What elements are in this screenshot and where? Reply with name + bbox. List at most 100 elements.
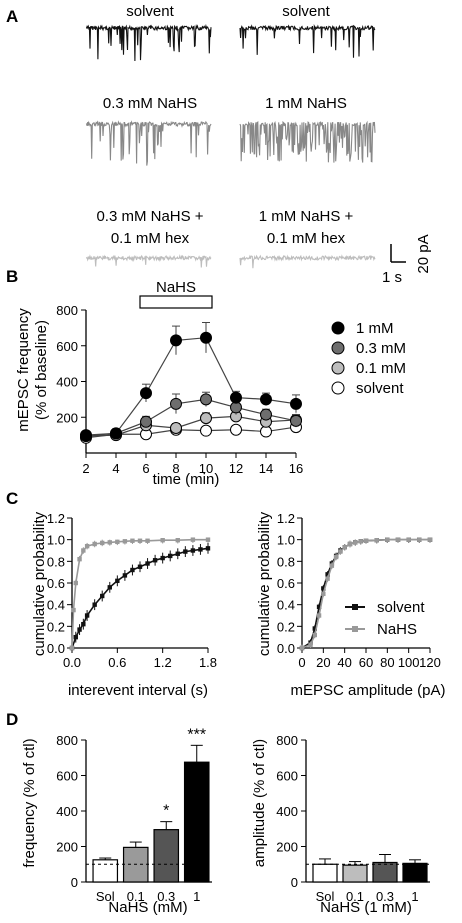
chart-c1-point — [190, 537, 196, 542]
chart-c1-point — [137, 538, 143, 543]
chart-c1-point — [160, 555, 165, 561]
chart-d2-ytick-label: 0 — [291, 875, 298, 890]
chart-d1-category-label: 0.1 — [127, 889, 145, 904]
trace-label-nahs-1: 1 mM NaHS — [265, 95, 347, 112]
chart-b-point — [230, 391, 242, 404]
chart-c1-point — [84, 543, 90, 549]
chart-d2-xlabel: NaHS (1 mM) — [320, 899, 412, 916]
chart-b-xtick-label: 16 — [289, 461, 303, 476]
chart-c1-point — [122, 539, 128, 544]
chart-b-legend-label: 0.1 mM — [356, 360, 406, 377]
chart-c1-series-line — [71, 538, 208, 649]
chart-c1-point — [175, 538, 180, 543]
chart-c2-point — [316, 604, 322, 610]
chart-b-point — [230, 423, 242, 436]
chart-d2-ytick-label: 400 — [276, 804, 298, 819]
chart-c1-point — [130, 567, 135, 573]
chart-c2-ytick-label: 0.0 — [277, 641, 295, 656]
chart-c1-point — [115, 539, 120, 545]
chart-c2-xtick-label: 40 — [337, 655, 351, 670]
chart-c1-point — [100, 540, 105, 546]
chart-d1-significance: * — [163, 803, 169, 820]
amplitude-bar-chart: 0 200 400 600 800 Sol 0.1 0.3 1 — [276, 733, 430, 904]
chart-b-ytick-label: 600 — [56, 339, 78, 354]
frequency-timecourse-chart: 200 400 600 800 2 4 6 8 10 12 14 16 1 mM 0.3 mM 0.1 mM… — [56, 295, 406, 476]
chart-c1-point — [73, 634, 78, 640]
chart-c1-ytick-label: 1.2 — [47, 511, 65, 526]
trace-label-hex-1-line2: 0.1 mM hex — [267, 230, 346, 247]
chart-d1-category-label: 1 — [193, 889, 200, 904]
panel-label-a: A — [6, 7, 18, 26]
chart-c2-point — [406, 537, 411, 542]
trace-label-nahs-03: 0.3 mM NaHS — [103, 95, 197, 112]
chart-b-xtick-label: 2 — [82, 461, 89, 476]
trace-nahs-03 — [85, 120, 212, 166]
chart-b-ytick-label: 200 — [56, 410, 78, 425]
chart-c1-point — [190, 548, 196, 553]
chart-c2-point — [363, 538, 369, 543]
chart-c1-xtick-label: 0.0 — [63, 655, 81, 670]
trace-label-hex-03-line2: 0.1 mM hex — [111, 230, 190, 247]
chart-c2-xtick-label: 120 — [419, 655, 441, 670]
chart-c1-ytick-label: 0.0 — [47, 641, 65, 656]
chart-b-point — [260, 393, 272, 406]
chart-c1-point — [92, 602, 97, 607]
chart-b-legend-marker — [331, 341, 345, 355]
trace-hex-03 — [85, 254, 212, 268]
chart-d2-category-label: 0.3 — [376, 889, 394, 904]
trace-label-hex-03-line1: 0.3 mM NaHS + — [96, 208, 203, 225]
interevent-cumulative-chart: 0.0 0.2 0.4 0.6 0.8 1.0 1.2 0.0 0.6 1.2 1.8 — [47, 511, 217, 670]
chart-b-treatment-bar — [139, 295, 213, 309]
chart-c1-xlabel: interevent interval (s) — [68, 682, 208, 699]
chart-c1-ytick-label: 0.8 — [47, 554, 65, 569]
chart-c2-legend-marker — [352, 604, 358, 610]
amplitude-cumulative-chart: 0.0 0.2 0.4 0.6 0.8 1.0 1.2 0 20 40 60 80 100 120 solv… — [277, 511, 441, 670]
chart-c2-point — [316, 613, 322, 618]
chart-c2-point — [427, 537, 433, 542]
chart-c1-xtick-label: 1.2 — [154, 655, 172, 670]
chart-d1-bar — [183, 761, 210, 883]
chart-d1-bar — [92, 859, 119, 883]
chart-b-legend-marker — [331, 361, 345, 375]
chart-c1-point — [77, 627, 82, 632]
chart-b-point — [200, 412, 212, 425]
chart-d2-bar — [372, 861, 398, 883]
chart-c2-point — [374, 538, 379, 543]
chart-c2-point — [347, 541, 353, 547]
chart-b-ytick-label: 800 — [56, 303, 78, 318]
current-traces — [85, 23, 376, 269]
panel-label-c: C — [6, 489, 18, 508]
chart-c1-point — [145, 561, 150, 566]
chart-b-legend-label: solvent — [356, 380, 404, 397]
chart-b-xtick-label: 6 — [142, 461, 149, 476]
chart-b-point — [110, 427, 122, 440]
chart-c2-ytick-label: 0.6 — [277, 576, 295, 591]
chart-b-xlabel: time (min) — [153, 471, 220, 488]
chart-b-point — [200, 331, 212, 344]
trace-label-hex-1-line1: 1 mM NaHS + — [259, 208, 354, 225]
chart-c2-ytick-label: 1.2 — [277, 511, 295, 526]
chart-b-point — [170, 397, 182, 410]
chart-d1-ytick-label: 200 — [56, 840, 78, 855]
trace-label-solvent-right: solvent — [282, 3, 330, 20]
chart-c1-point — [175, 551, 180, 556]
chart-b-legend-label: 0.3 mM — [356, 340, 406, 357]
chart-c1-point — [145, 538, 150, 543]
chart-c2-point — [312, 632, 317, 638]
chart-c1-point — [115, 578, 120, 584]
chart-d1-category-label: Sol — [96, 889, 115, 904]
chart-d1-ytick-label: 800 — [56, 733, 78, 748]
chart-c1-ytick-label: 1.0 — [47, 533, 65, 548]
chart-c2-point — [342, 545, 347, 550]
chart-b-bar-label: NaHS — [156, 279, 196, 296]
chart-b-point — [170, 421, 182, 434]
chart-d2-category-label: 0.1 — [346, 889, 364, 904]
chart-c1-point — [100, 593, 105, 599]
chart-c1-point — [107, 540, 112, 545]
chart-c1-point — [130, 538, 135, 543]
chart-d2-bar — [312, 863, 338, 883]
chart-d1-bar — [153, 829, 180, 883]
chart-b-ylabel-line1: mEPSC frequency — [15, 308, 32, 432]
chart-c1-xtick-label: 1.8 — [199, 655, 217, 670]
